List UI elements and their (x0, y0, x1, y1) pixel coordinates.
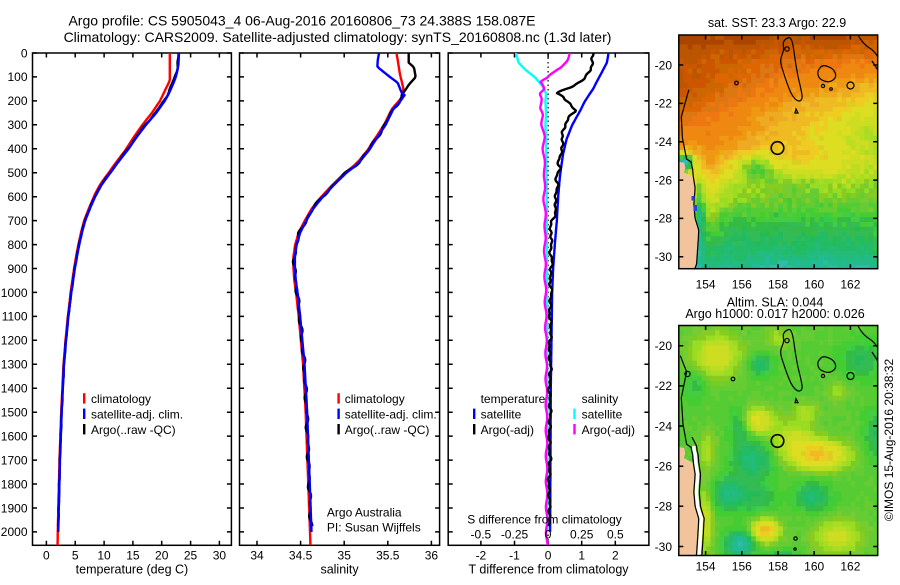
svg-text:160: 160 (804, 278, 824, 292)
svg-text:0.5: 0.5 (607, 528, 624, 542)
svg-text:0: 0 (21, 46, 28, 60)
svg-text:35.5: 35.5 (376, 549, 400, 563)
svg-text:0: 0 (545, 528, 552, 542)
svg-text:1800: 1800 (1, 477, 28, 491)
svg-text:Climatology: CARS2009. Satelli: Climatology: CARS2009. Satellite-adjuste… (64, 29, 612, 45)
svg-text:salinity: salinity (582, 392, 619, 406)
svg-text:0: 0 (545, 549, 552, 563)
svg-text:0: 0 (43, 549, 50, 563)
svg-text:-20: -20 (655, 339, 673, 353)
svg-text:Argo h1000: 0.017 h2000: 0.026: Argo h1000: 0.017 h2000: 0.026 (685, 307, 864, 321)
svg-text:20: 20 (155, 549, 169, 563)
svg-text:Altim. SLA: 0.044: Altim. SLA: 0.044 (727, 296, 824, 310)
svg-text:1700: 1700 (1, 453, 28, 467)
svg-text:-22: -22 (655, 97, 673, 111)
svg-text:158: 158 (768, 278, 788, 292)
svg-text:-24: -24 (655, 419, 673, 433)
svg-text:1000: 1000 (1, 286, 28, 300)
svg-text:-30: -30 (655, 250, 673, 264)
svg-text:34: 34 (250, 549, 264, 563)
svg-text:temperature (deg C): temperature (deg C) (76, 563, 189, 577)
svg-text:1400: 1400 (1, 382, 28, 396)
svg-text:2000: 2000 (1, 525, 28, 539)
svg-text:154: 154 (696, 278, 716, 292)
svg-text:200: 200 (7, 94, 27, 108)
svg-text:36: 36 (425, 549, 439, 563)
svg-text:158: 158 (768, 560, 788, 574)
svg-text:1600: 1600 (1, 429, 28, 443)
svg-text:-20: -20 (655, 58, 673, 72)
svg-text:34.5: 34.5 (289, 549, 313, 563)
svg-text:100: 100 (7, 70, 27, 84)
svg-text:climatology: climatology (91, 392, 151, 406)
svg-text:400: 400 (7, 142, 27, 156)
svg-text:-24: -24 (655, 135, 673, 149)
svg-text:35: 35 (338, 549, 352, 563)
svg-text:1300: 1300 (1, 358, 28, 372)
svg-text:satellite-adj. clim.: satellite-adj. clim. (345, 407, 437, 421)
svg-text:1: 1 (578, 549, 585, 563)
svg-text:10: 10 (97, 549, 111, 563)
svg-text:900: 900 (7, 262, 27, 276)
svg-text:Argo(..raw -QC): Argo(..raw -QC) (345, 423, 430, 437)
svg-text:162: 162 (840, 560, 860, 574)
svg-text:15: 15 (126, 549, 140, 563)
svg-text:satellite: satellite (582, 407, 623, 421)
svg-text:©IMOS 15-Aug-2016 20:38:32: ©IMOS 15-Aug-2016 20:38:32 (882, 359, 896, 522)
svg-text:25: 25 (184, 549, 198, 563)
svg-text:Argo(-adj): Argo(-adj) (481, 423, 534, 437)
svg-text:Argo(-adj): Argo(-adj) (582, 423, 635, 437)
svg-text:-2: -2 (476, 549, 487, 563)
svg-text:-26: -26 (655, 173, 673, 187)
svg-text:-1: -1 (509, 549, 520, 563)
svg-text:PI: Susan Wijffels: PI: Susan Wijffels (327, 521, 421, 535)
svg-text:1900: 1900 (1, 501, 28, 515)
svg-text:sat. SST: 23.3 Argo: 22.9: sat. SST: 23.3 Argo: 22.9 (708, 16, 846, 30)
svg-text:700: 700 (7, 214, 27, 228)
svg-text:-28: -28 (655, 212, 673, 226)
svg-text:154: 154 (696, 560, 716, 574)
svg-text:156: 156 (732, 560, 752, 574)
svg-text:-0.5: -0.5 (471, 528, 492, 542)
svg-text:1200: 1200 (1, 334, 28, 348)
svg-text:-26: -26 (655, 459, 673, 473)
svg-text:-0.25: -0.25 (501, 528, 529, 542)
svg-text:156: 156 (732, 278, 752, 292)
svg-text:5: 5 (72, 549, 79, 563)
svg-text:160: 160 (804, 560, 824, 574)
svg-text:satellite: satellite (481, 407, 522, 421)
svg-text:S difference from climatology: S difference from climatology (467, 513, 622, 527)
svg-text:800: 800 (7, 238, 27, 252)
svg-text:climatology: climatology (345, 392, 405, 406)
svg-text:temperature: temperature (481, 392, 546, 406)
svg-text:30: 30 (213, 549, 227, 563)
svg-text:salinity: salinity (320, 563, 359, 577)
svg-text:300: 300 (7, 118, 27, 132)
svg-text:T difference from climatology: T difference from climatology (469, 563, 630, 577)
svg-text:0.25: 0.25 (570, 528, 594, 542)
svg-text:-30: -30 (655, 540, 673, 554)
svg-text:-22: -22 (655, 379, 673, 393)
svg-text:-28: -28 (655, 500, 673, 514)
svg-text:2: 2 (612, 549, 619, 563)
svg-text:Argo Australia: Argo Australia (327, 506, 402, 520)
svg-text:1500: 1500 (1, 405, 28, 419)
svg-text:Argo(..raw -QC): Argo(..raw -QC) (91, 423, 176, 437)
svg-text:162: 162 (840, 278, 860, 292)
svg-text:1100: 1100 (2, 310, 28, 324)
svg-text:600: 600 (7, 190, 27, 204)
svg-text:satellite-adj. clim.: satellite-adj. clim. (91, 407, 183, 421)
svg-text:500: 500 (7, 166, 27, 180)
svg-text:Argo profile: CS 5905043_4 06-: Argo profile: CS 5905043_4 06-Aug-2016 2… (68, 13, 535, 29)
